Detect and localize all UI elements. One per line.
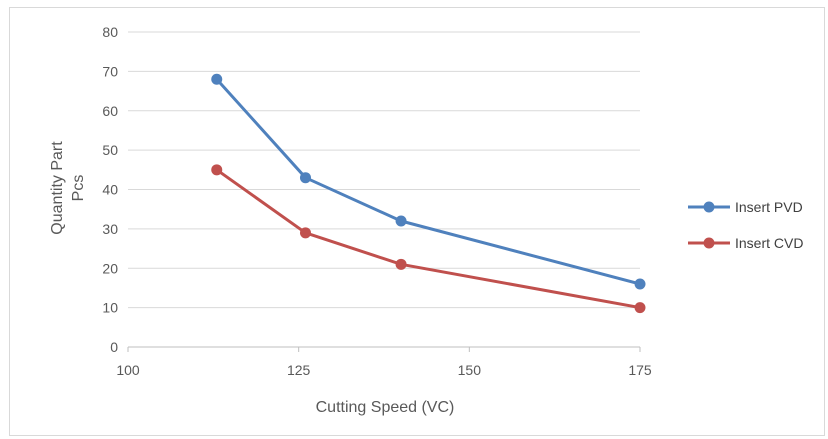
gridlines <box>128 31 640 309</box>
y-tick-label: 40 <box>102 182 118 198</box>
y-tick-label: 80 <box>102 24 118 40</box>
axes: 0 10 20 30 40 50 60 70 80 100 125 150 175 <box>102 24 651 378</box>
legend: Insert PVD Insert CVD <box>688 199 803 251</box>
series-line-1 <box>215 168 641 310</box>
data-point-0-0 <box>211 73 223 85</box>
y-tick-label: 50 <box>102 142 118 158</box>
data-point-1-0 <box>211 164 223 176</box>
legend-marker-0 <box>703 201 715 213</box>
y-tick-label: 10 <box>102 300 118 316</box>
y-tick-label: 60 <box>102 103 118 119</box>
y-tick-label: 70 <box>102 63 118 79</box>
legend-marker-1 <box>703 237 715 249</box>
x-axis-title: Cutting Speed (VC) <box>316 399 455 416</box>
legend-label-1: Insert CVD <box>735 235 803 251</box>
x-tick-label: 150 <box>458 362 482 378</box>
series-group <box>211 73 646 314</box>
y-tick-label: 20 <box>102 260 118 276</box>
data-point-0-2 <box>395 215 407 227</box>
chart-frame <box>9 7 825 436</box>
y-axis-title-line-2: Pcs <box>70 175 87 202</box>
legend-label-0: Insert PVD <box>735 199 803 215</box>
data-point-0-1 <box>299 172 311 184</box>
series-line-0 <box>215 78 641 286</box>
x-tick-label: 100 <box>116 362 140 378</box>
x-tick-label: 125 <box>287 362 311 378</box>
x-tick-label: 175 <box>628 362 652 378</box>
y-axis-title-line-1: Quantity Part <box>49 141 66 235</box>
data-point-1-2 <box>395 258 407 270</box>
y-axis-title: Quantity Part Pcs <box>49 141 87 235</box>
data-point-1-1 <box>299 227 311 239</box>
data-point-0-3 <box>634 278 646 290</box>
y-tick-label: 0 <box>110 339 118 355</box>
y-tick-label: 30 <box>102 221 118 237</box>
data-point-1-3 <box>634 302 646 314</box>
